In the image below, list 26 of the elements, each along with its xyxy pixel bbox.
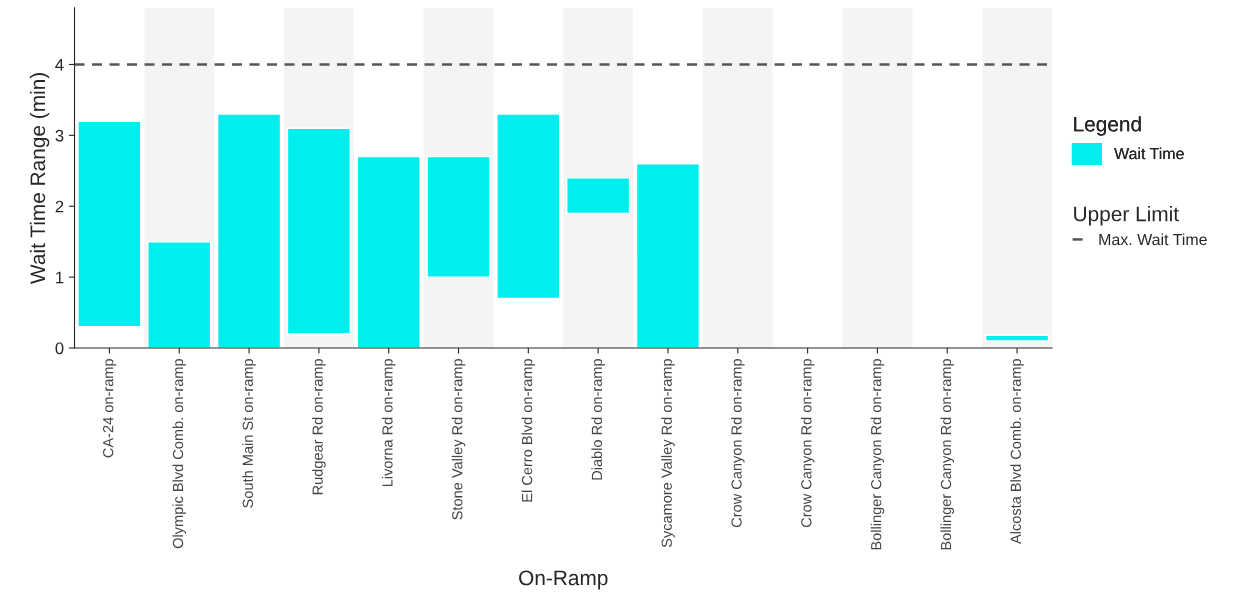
x-tick-label: Stone Valley Rd on-ramp	[451, 359, 466, 520]
y-tick-label: 4	[55, 59, 64, 71]
text: Upper Limit	[1074, 206, 1179, 226]
x-tick-label: Bollinger Canyon Rd on-ramp	[940, 359, 955, 550]
y-tick-label: 1	[56, 271, 64, 284]
x-tick-label: South Main St on-ramp	[242, 359, 256, 508]
x-tick-label: Rudgear Rd on-ramp	[312, 359, 326, 495]
bar	[566, 177, 631, 215]
x-tick-label: Diablo Rd on-ramp	[591, 359, 605, 480]
legend-title: Legend	[1074, 116, 1141, 136]
x-tick-label: Bollinger Canyon Rd on-ramp	[870, 359, 885, 550]
y-tick-label: 3	[55, 129, 64, 142]
x-tick-label: Crow Canyon Rd on-ramp	[800, 359, 815, 528]
x-tick-label: Alcosta Blvd Comb. on-ramp	[1010, 359, 1024, 544]
x-axis-title: On-Ramp	[519, 570, 608, 590]
x-tick-label: Livorna Rd on-ramp	[381, 359, 396, 487]
x-tick-label: CA-24 on-ramp	[103, 359, 117, 458]
y-tick-label: 2	[55, 200, 64, 213]
y-axis-title: Wait Time Range (min)	[29, 73, 50, 284]
x-tick-label: Sycamore Valley Rd on-ramp	[661, 359, 675, 548]
x-tick-label: El Cerro Blvd on-ramp	[521, 359, 536, 502]
x-tick-label: Crow Canyon Rd on-ramp	[731, 359, 745, 528]
legend-label: Max. Wait Time	[1099, 233, 1207, 246]
legend-label: Wait Time	[1114, 147, 1184, 160]
x-tick-label: Olympic Blvd Comb. on-ramp	[172, 359, 187, 549]
y-tick-label: 0	[55, 342, 64, 355]
